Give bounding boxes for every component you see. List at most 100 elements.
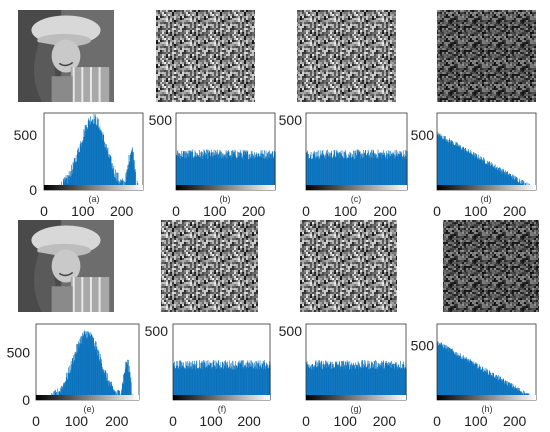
histogram-bar	[184, 367, 186, 400]
histogram-bar	[235, 369, 237, 400]
histogram-bar	[196, 368, 198, 400]
histogram-bar	[200, 158, 202, 190]
histogram-bar	[194, 150, 196, 190]
histogram-bar	[186, 157, 188, 190]
histogram-bar	[255, 154, 257, 190]
histogram-bar	[443, 138, 445, 190]
histogram-bar	[77, 150, 78, 190]
histogram-bar	[481, 369, 482, 400]
histogram-bar	[260, 368, 262, 400]
histogram-bar	[93, 124, 94, 190]
histogram-bar	[365, 150, 366, 190]
histogram-bar	[106, 380, 107, 400]
histogram-bar	[439, 134, 440, 190]
histogram-bar	[504, 382, 505, 400]
histogram-bar	[84, 131, 86, 190]
x-tick-label: 100	[334, 413, 358, 429]
histogram-bar	[186, 366, 188, 400]
histogram-bar	[96, 124, 98, 190]
histogram-bar	[449, 138, 450, 190]
histogram-bar	[362, 367, 363, 400]
histogram-bar	[326, 150, 327, 190]
histogram-bar	[127, 359, 128, 400]
histogram-bar	[490, 165, 492, 190]
histogram-bar	[471, 361, 472, 400]
histogram-bar	[404, 367, 406, 400]
histogram-bar	[356, 365, 358, 400]
histogram-bar	[175, 368, 177, 400]
histogram-bar	[308, 153, 310, 190]
histogram-bar	[113, 165, 115, 190]
histogram-bar	[462, 149, 464, 190]
histogram-bar	[378, 153, 380, 190]
histogram-bar	[211, 363, 212, 400]
histogram-bar	[378, 366, 380, 400]
histogram-bar	[111, 163, 113, 190]
panel-caption: (d)	[481, 194, 492, 204]
histogram-bar	[504, 383, 506, 400]
histogram-bar	[253, 155, 255, 190]
histogram-bar	[514, 179, 516, 190]
histogram-bar	[339, 361, 340, 400]
histogram-bar	[309, 158, 311, 190]
histogram-bar	[99, 128, 100, 190]
histogram-bar	[328, 365, 329, 400]
histogram-bar	[322, 364, 324, 400]
histogram-bar	[102, 132, 104, 190]
histogram-bar	[231, 369, 233, 400]
histogram-bar	[344, 361, 346, 400]
histogram-bar	[475, 153, 477, 190]
histogram-bar	[464, 360, 465, 400]
histogram-bar	[339, 365, 341, 400]
histogram-bar	[173, 367, 175, 400]
histogram-bar	[79, 151, 80, 190]
histogram-bar	[218, 154, 219, 190]
histogram-bar	[70, 370, 71, 400]
histogram-bar	[65, 175, 67, 190]
histogram-bar	[495, 374, 497, 400]
histogram-bar	[311, 363, 313, 400]
histogram-bar	[514, 389, 516, 400]
histogram-bar	[84, 331, 86, 400]
histogram-bar	[320, 360, 322, 400]
histogram-bar	[196, 361, 197, 400]
histogram-bar	[181, 368, 182, 400]
histogram-bar	[313, 150, 315, 190]
histogram-bar	[497, 378, 498, 400]
histogram-bar	[257, 157, 258, 190]
histogram-bar	[503, 170, 504, 190]
histogram-bar	[496, 167, 498, 190]
histogram-bar	[71, 364, 73, 400]
histogram-bar	[453, 144, 455, 190]
histogram-bar	[250, 360, 252, 400]
panel-caption: (c)	[351, 194, 362, 204]
histogram-bar	[383, 150, 384, 190]
histogram-bar	[453, 351, 455, 400]
histogram-bar	[270, 153, 271, 190]
histogram-bar	[445, 139, 447, 190]
histogram-bar	[90, 332, 92, 400]
histogram-bar	[199, 360, 200, 400]
histogram-bar	[204, 151, 205, 190]
histogram-bar	[63, 178, 64, 190]
grayscale-colorbar	[44, 185, 143, 190]
histogram-bar	[362, 367, 364, 400]
histogram-bar	[358, 150, 360, 190]
histogram-bar	[177, 361, 179, 400]
histogram-bar	[316, 367, 317, 400]
histogram-bar	[357, 361, 359, 400]
histogram-bar	[261, 157, 262, 190]
histogram-bar	[200, 152, 202, 190]
histogram-bar	[69, 365, 71, 400]
histogram-bar	[235, 361, 236, 400]
histogram-bar	[267, 364, 268, 400]
histogram-bar	[442, 344, 444, 400]
histogram-bar	[475, 363, 477, 400]
histogram-bar	[512, 174, 514, 190]
histogram-bar	[80, 336, 82, 400]
histogram-bar	[473, 365, 475, 400]
histogram-bar	[454, 145, 456, 190]
histogram-bar	[221, 368, 223, 400]
histogram-bar	[102, 134, 103, 190]
histogram-bar	[235, 364, 237, 400]
